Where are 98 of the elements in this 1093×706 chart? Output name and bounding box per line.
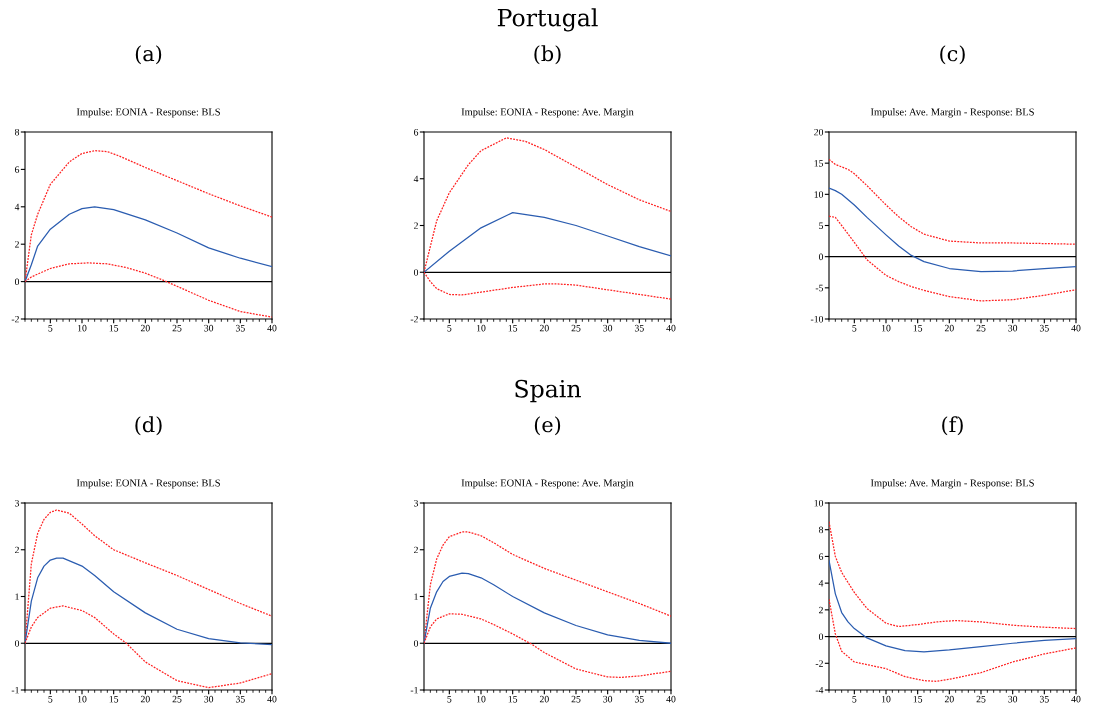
y-tick-label: 2: [15, 241, 19, 248]
x-tick-label: 15: [109, 324, 119, 332]
x-tick-label: 25: [976, 324, 986, 332]
y-tick-label: 10: [814, 499, 824, 507]
x-tick-label: 20: [539, 695, 549, 703]
x-tick-label: 10: [881, 324, 891, 332]
y-tick-label: 2: [819, 606, 823, 614]
chart-title: Impulse: EONIA - Response: BLS: [76, 479, 220, 489]
x-tick-label: 35: [634, 324, 644, 332]
x-tick-label: 25: [172, 695, 182, 703]
x-tick-label: 15: [913, 324, 923, 332]
x-tick-label: 5: [48, 695, 53, 703]
x-tick-label: 25: [571, 324, 581, 332]
y-tick-label: 2: [15, 546, 19, 554]
x-tick-label: 25: [976, 695, 986, 703]
x-tick-label: 40: [267, 324, 277, 332]
x-tick-label: 30: [1008, 695, 1018, 703]
y-tick-label: 0: [818, 253, 824, 261]
chart-title: Impulse: EONIA - Response: BLS: [76, 108, 220, 118]
x-tick-label: 10: [476, 324, 486, 332]
x-tick-label: 30: [603, 695, 613, 703]
y-tick-label: 2: [414, 546, 418, 554]
y-tick-label: 0: [413, 269, 419, 276]
text: (f): [942, 416, 963, 436]
y-tick-label: 15: [814, 160, 824, 167]
x-tick-label: 30: [603, 324, 613, 332]
x-tick-label: 10: [881, 695, 891, 703]
y-tick-label: 3: [414, 499, 419, 507]
x-tick-label: 25: [172, 324, 182, 332]
x-tick-label: 40: [267, 695, 277, 703]
x-tick-label: 25: [571, 695, 581, 703]
y-tick-label: 0: [818, 633, 824, 641]
y-tick-label: -4: [815, 686, 824, 694]
text: (a): [135, 45, 162, 65]
x-tick-label: 35: [634, 695, 644, 703]
y-tick-label: 4: [14, 203, 20, 211]
y-tick-label: 20: [814, 128, 824, 136]
y-tick-label: -1: [410, 686, 418, 694]
x-tick-label: 5: [447, 695, 452, 703]
y-tick-label: 8: [14, 128, 20, 136]
x-tick-label: 15: [913, 695, 923, 703]
x-tick-label: 35: [235, 324, 245, 332]
y-tick-label: 5: [819, 222, 824, 229]
x-tick-label: 40: [1071, 695, 1081, 703]
text: (b): [534, 45, 561, 65]
x-tick-label: 20: [944, 324, 954, 332]
x-tick-label: 10: [476, 695, 486, 703]
x-tick-label: 30: [204, 324, 214, 332]
x-tick-label: 5: [48, 324, 53, 332]
y-tick-label: 6: [414, 128, 419, 136]
x-tick-label: 40: [1071, 324, 1081, 332]
y-tick-label: 0: [14, 278, 20, 286]
y-tick-label: -2: [410, 315, 418, 323]
chart-title: Impulse: EONIA - Respone: Ave. Margin: [461, 108, 634, 118]
x-tick-label: 35: [235, 695, 245, 703]
y-tick-label: 1: [414, 593, 418, 600]
x-tick-label: 20: [539, 324, 549, 332]
y-tick-label: -1: [11, 686, 19, 694]
y-tick-label: -5: [815, 284, 824, 292]
y-tick-label: 8: [818, 526, 824, 534]
x-tick-label: 10: [77, 695, 87, 703]
y-tick-label: 1: [15, 593, 19, 600]
x-tick-label: 5: [447, 324, 452, 332]
x-tick-label: 5: [852, 695, 857, 703]
y-tick-label: -2: [11, 315, 19, 323]
x-tick-label: 15: [508, 695, 518, 703]
x-tick-label: 40: [666, 324, 676, 332]
x-tick-label: 20: [140, 695, 150, 703]
x-tick-label: 15: [508, 324, 518, 332]
y-tick-label: 0: [413, 640, 419, 647]
x-tick-label: 40: [666, 695, 676, 703]
y-tick-label: 6: [15, 166, 20, 173]
y-tick-label: 4: [413, 175, 419, 183]
y-tick-label: 10: [814, 191, 824, 198]
x-tick-label: 35: [1039, 324, 1049, 332]
x-tick-label: 5: [852, 324, 857, 332]
x-tick-label: 10: [77, 324, 87, 332]
x-tick-label: 30: [204, 695, 214, 703]
chart-title: Impulse: EONIA - Respone: Ave. Margin: [461, 479, 634, 489]
y-tick-label: 2: [414, 222, 418, 229]
x-tick-label: 30: [1008, 324, 1018, 332]
text: Spain: [515, 379, 581, 403]
chart-title: Impulse: Ave. Margin - Response: BLS: [870, 479, 1034, 489]
y-tick-label: -2: [815, 660, 823, 667]
y-tick-label: 6: [819, 553, 824, 560]
x-tick-label: 15: [109, 695, 119, 703]
text: (d): [135, 416, 162, 436]
text: Portugal: [497, 8, 598, 32]
x-tick-label: 35: [1039, 695, 1049, 703]
y-tick-label: -10: [810, 315, 824, 323]
x-tick-label: 20: [944, 695, 954, 703]
chart-title: Impulse: Ave. Margin - Response: BLS: [870, 108, 1034, 118]
y-tick-label: 0: [14, 640, 20, 647]
text: (e): [534, 416, 561, 436]
y-tick-label: 3: [15, 499, 20, 507]
x-tick-label: 20: [140, 324, 150, 332]
text: (c): [940, 45, 965, 65]
y-tick-label: 4: [818, 580, 824, 587]
